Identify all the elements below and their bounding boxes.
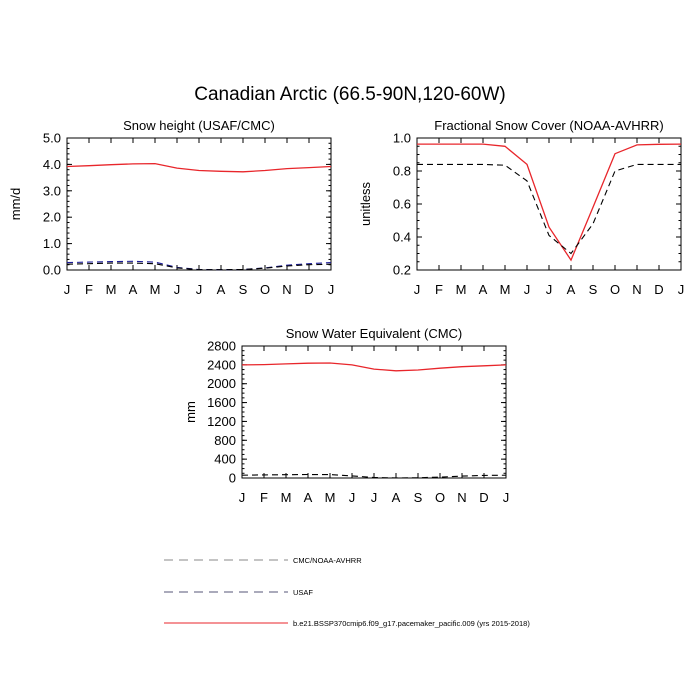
chart-title: Fractional Snow Cover (NOAA-AVHRR) (434, 118, 663, 133)
x-tick-label: S (414, 490, 423, 505)
y-tick-label: 0.2 (393, 263, 411, 278)
x-tick-label: J (503, 490, 510, 505)
x-tick-label: A (392, 490, 401, 505)
chart-title: Snow height (USAF/CMC) (123, 118, 275, 133)
x-tick-label: J (328, 282, 335, 297)
y-tick-label: 0.8 (393, 164, 411, 179)
y-tick-label: 4.0 (43, 157, 61, 172)
y-axis-label: mm/d (8, 188, 23, 221)
legend-label: USAF (293, 588, 313, 597)
y-tick-label: 0.0 (43, 263, 61, 278)
y-tick-label: 2.0 (43, 210, 61, 225)
figure-title: Canadian Arctic (66.5-90N,120-60W) (194, 84, 506, 105)
x-tick-label: M (281, 490, 292, 505)
x-tick-label: D (479, 490, 488, 505)
x-tick-label: A (567, 282, 576, 297)
y-tick-label: 0.4 (393, 230, 411, 245)
x-tick-label: F (435, 282, 443, 297)
y-tick-label: 1.0 (393, 131, 411, 146)
y-tick-label: 1600 (207, 395, 236, 410)
x-tick-label: M (106, 282, 117, 297)
x-tick-label: O (610, 282, 620, 297)
y-tick-label: 800 (214, 433, 236, 448)
x-tick-label: N (457, 490, 466, 505)
x-tick-label: M (456, 282, 467, 297)
y-axis-label: unitless (358, 181, 373, 226)
x-tick-label: J (546, 282, 553, 297)
x-tick-label: D (304, 282, 313, 297)
series-line (241, 362, 507, 372)
y-tick-label: 5.0 (43, 131, 61, 146)
series-line (241, 473, 507, 479)
x-tick-label: J (678, 282, 685, 297)
y-tick-label: 0 (229, 471, 236, 486)
chart-title: Snow Water Equivalent (CMC) (286, 326, 463, 341)
y-tick-label: 1200 (207, 414, 236, 429)
x-tick-label: D (654, 282, 663, 297)
x-tick-label: A (217, 282, 226, 297)
x-tick-label: J (64, 282, 71, 297)
x-tick-label: M (325, 490, 336, 505)
x-tick-label: A (479, 282, 488, 297)
x-tick-label: J (524, 282, 531, 297)
x-tick-label: J (174, 282, 181, 297)
x-tick-label: M (500, 282, 511, 297)
x-tick-label: O (435, 490, 445, 505)
legend-label: b.e21.BSSP370cmip6.f09_g17.pacemaker_pac… (293, 619, 530, 628)
y-tick-label: 0.6 (393, 197, 411, 212)
y-tick-label: 400 (214, 452, 236, 467)
series-line (417, 163, 681, 255)
x-tick-label: J (196, 282, 203, 297)
y-axis-label: mm (183, 401, 198, 423)
x-tick-label: J (371, 490, 378, 505)
x-tick-label: O (260, 282, 270, 297)
x-tick-label: N (282, 282, 291, 297)
x-tick-label: S (589, 282, 598, 297)
y-tick-label: 2400 (207, 357, 236, 372)
x-tick-label: J (239, 490, 246, 505)
series-line (66, 262, 332, 271)
x-tick-label: M (150, 282, 161, 297)
x-tick-label: N (632, 282, 641, 297)
y-tick-label: 3.0 (43, 183, 61, 198)
y-tick-label: 2800 (207, 339, 236, 354)
legend-label: CMC/NOAA-AVHRR (293, 556, 362, 565)
series-line (417, 143, 682, 262)
x-tick-label: J (349, 490, 356, 505)
x-tick-label: S (239, 282, 248, 297)
x-tick-label: J (414, 282, 421, 297)
x-tick-label: A (129, 282, 138, 297)
y-tick-label: 1.0 (43, 236, 61, 251)
series-line (66, 162, 332, 173)
x-tick-label: F (260, 490, 268, 505)
x-tick-label: F (85, 282, 93, 297)
y-tick-label: 2000 (207, 376, 236, 391)
x-tick-label: A (304, 490, 313, 505)
